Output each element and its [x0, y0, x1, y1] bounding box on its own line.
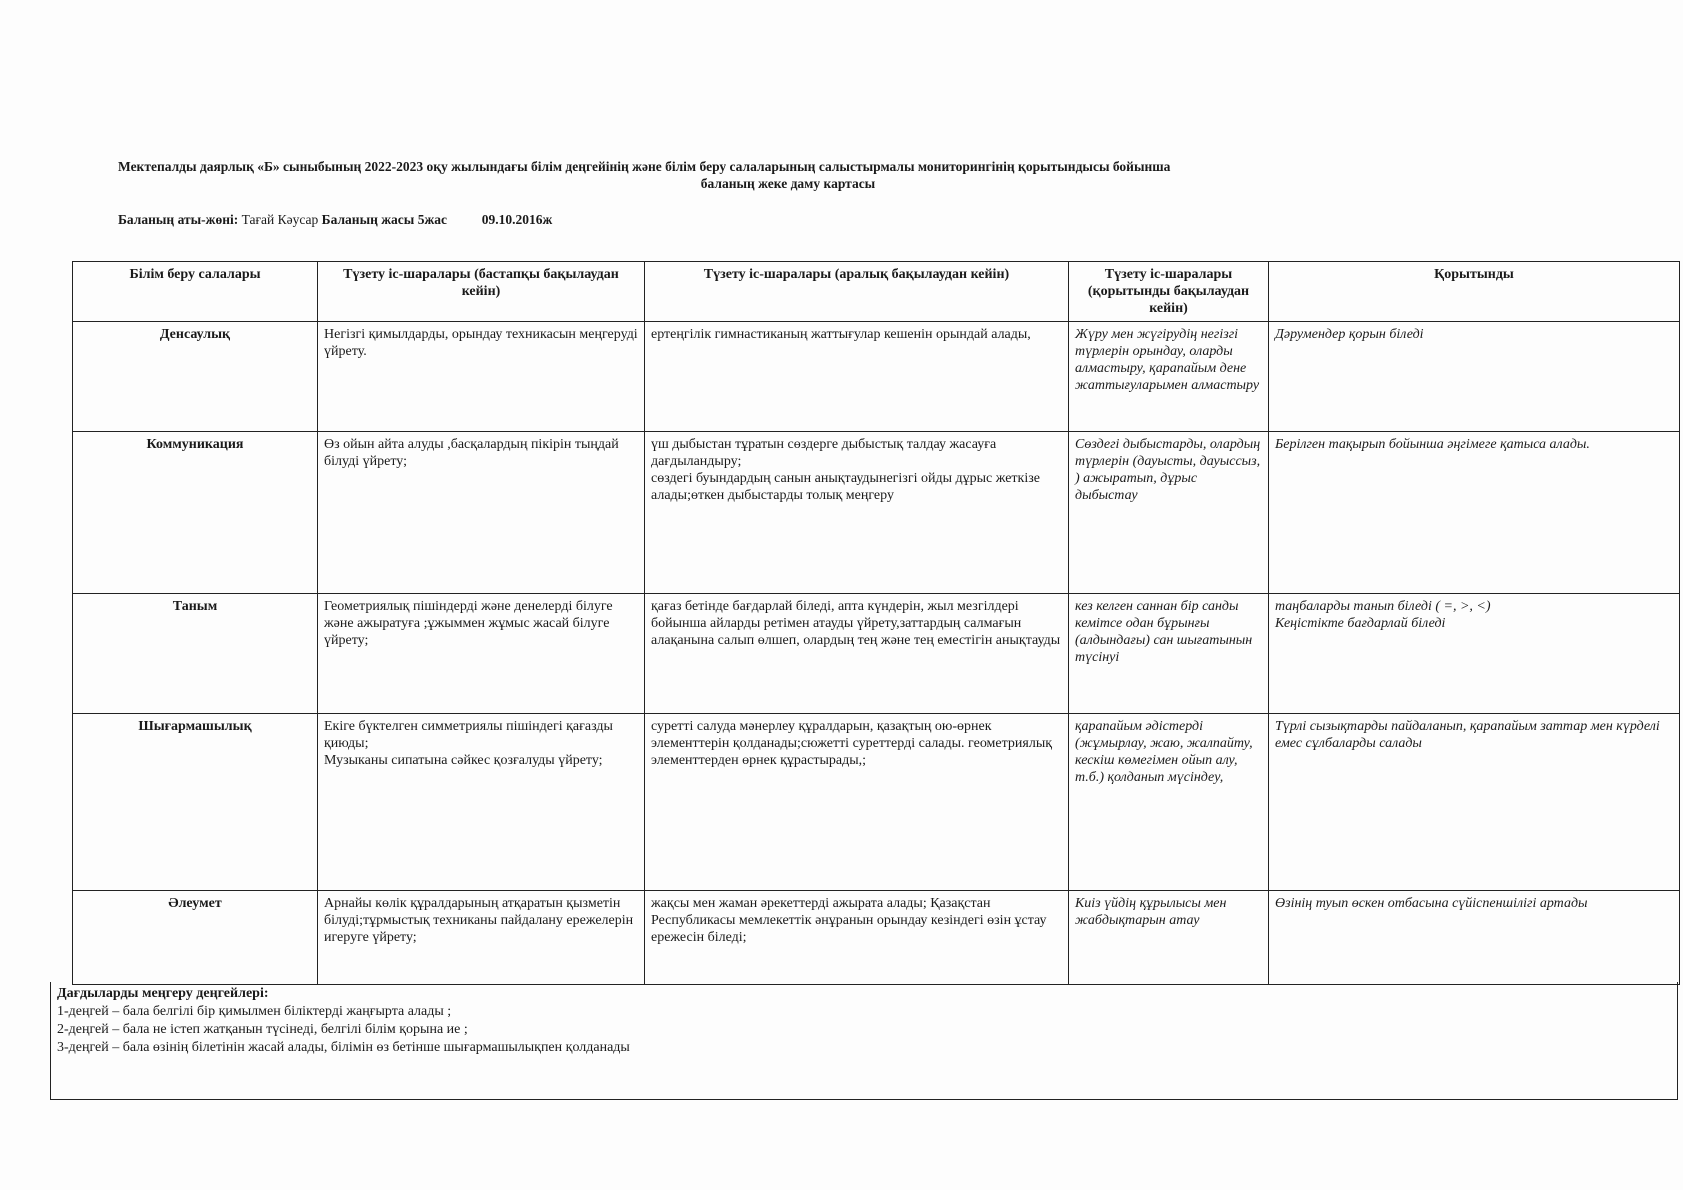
table-row: Шығармашылық Екіге бүктелген симметриялы …	[72, 713, 1680, 891]
table-row: Денсаулық Негізгі қимылдарды, орындау тех…	[72, 321, 1680, 432]
area-cell: Әлеумет	[72, 890, 318, 985]
initial-cell: Геометриялық пішіндерді және денелерді б…	[317, 593, 645, 714]
development-table: Білім беру салалары Түзету іс-шаралары (…	[72, 261, 1680, 985]
interim-cell: ертеңгілік гимнастиканың жаттығулар кеше…	[644, 321, 1069, 432]
initial-cell: Екіге бүктелген симметриялы пішіндегі қа…	[317, 713, 645, 891]
interim-cell: үш дыбыстан тұратын сөздерге дыбыстық та…	[644, 431, 1069, 594]
result-cell: таңбаларды танып біледі ( =, >, <) Кеңіс…	[1268, 593, 1680, 714]
title-line-1: Мектепалды даярлық «Б» сыныбының 2022-20…	[118, 159, 1171, 174]
table-row: Әлеумет Арнайы көлік құралдарының атқарат…	[72, 890, 1680, 985]
final-cell: Жүру мен жүгірудің негізгі түрлерін орын…	[1068, 321, 1269, 432]
document-title: Мектепалды даярлық «Б» сыныбының 2022-20…	[118, 158, 1418, 192]
result-cell: Өзінің туып өскен отбасына сүйіспеншіліг…	[1268, 890, 1680, 985]
header-initial: Түзету іс-шаралары (бастапқы бақылаудан …	[317, 261, 645, 322]
area-cell: Коммуникация	[72, 431, 318, 594]
header-area: Білім беру салалары	[72, 261, 318, 322]
result-cell: Берілген тақырып бойынша әңгімеге қатыса…	[1268, 431, 1680, 594]
result-cell: Дәрумендер қорын біледі	[1268, 321, 1680, 432]
final-cell: кез келген саннан бір санды кемітсе одан…	[1068, 593, 1269, 714]
initial-cell: Арнайы көлік құралдарының атқаратын қызм…	[317, 890, 645, 985]
result-cell: Түрлі сызықтарды пайдаланып, қарапайым з…	[1268, 713, 1680, 891]
title-line-2: баланың жеке даму картасы	[700, 176, 876, 191]
child-birth-date: 09.10.2016ж	[481, 212, 553, 227]
child-name: Тағай Кәусар	[241, 212, 319, 227]
skill-levels: Дағдыларды меңгеру деңгейлері: 1-деңгей …	[50, 982, 1678, 1100]
child-age-label: Баланың жасы	[321, 212, 415, 227]
area-cell: Шығармашылық	[72, 713, 318, 891]
interim-cell: суретті салуда мәнерлеу құралдарын, қаза…	[644, 713, 1069, 891]
final-cell: Киіз үйдің құрылысы мен жабдықтарын атау	[1068, 890, 1269, 985]
child-age: 5жас	[417, 212, 447, 227]
skill-level-3: 3-деңгей – бала өзінің білетінін жасай а…	[57, 1040, 630, 1055]
area-cell: Таным	[72, 593, 318, 714]
header-result: Қорытынды	[1268, 261, 1680, 322]
table-header-row: Білім беру салалары Түзету іс-шаралары (…	[72, 261, 1680, 322]
skill-levels-heading: Дағдыларды меңгеру деңгейлері:	[57, 986, 269, 1001]
child-info: Баланың аты-жөні: Тағай Кәусар Баланың ж…	[118, 212, 552, 228]
initial-cell: Өз ойын айта алуды ,басқалардың пікірін …	[317, 431, 645, 594]
interim-cell: қағаз бетінде бағдарлай біледі, апта күн…	[644, 593, 1069, 714]
final-cell: қарапайым әдістерді (жұмырлау, жаю, жалп…	[1068, 713, 1269, 891]
table-row: Коммуникация Өз ойын айта алуды ,басқалар…	[72, 431, 1680, 594]
initial-cell: Негізгі қимылдарды, орындау техникасын м…	[317, 321, 645, 432]
table-row: Таным Геометриялық пішіндерді және денеле…	[72, 593, 1680, 714]
interim-cell: жақсы мен жаман әрекеттерді ажырата алад…	[644, 890, 1069, 985]
header-interim: Түзету іс-шаралары (аралық бақылаудан ке…	[644, 261, 1069, 322]
header-final: Түзету іс-шаралары (қорытынды бақылаудан…	[1068, 261, 1269, 322]
skill-level-1: 1-деңгей – бала белгілі бір қимылмен біл…	[57, 1004, 452, 1019]
area-cell: Денсаулық	[72, 321, 318, 432]
child-name-label: Баланың аты-жөні:	[118, 212, 239, 227]
final-cell: Сөздегі дыбыстарды, олардың түрлерін (да…	[1068, 431, 1269, 594]
skill-level-2: 2-деңгей – бала не істеп жатқанын түсіне…	[57, 1022, 468, 1037]
